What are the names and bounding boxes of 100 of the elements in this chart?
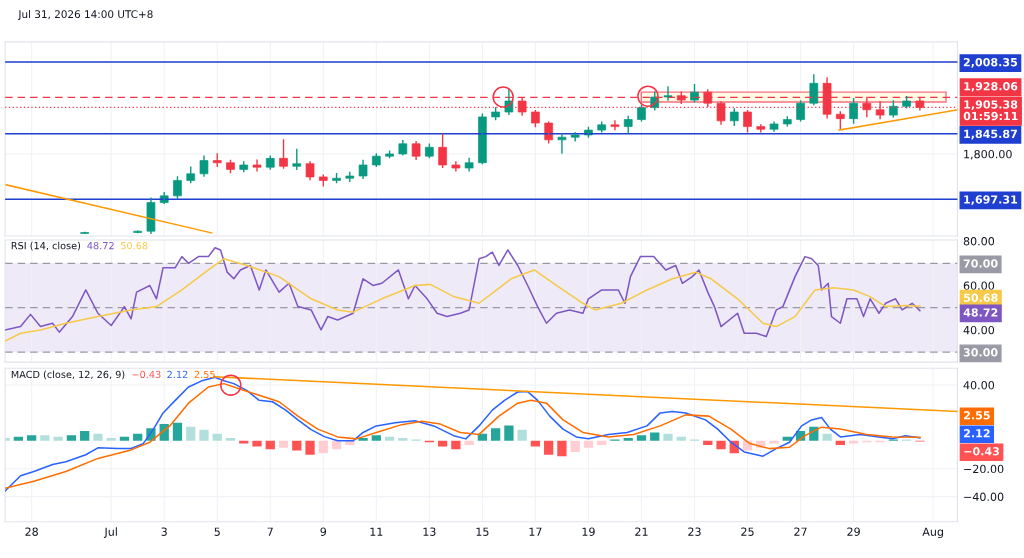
bar (119, 436, 130, 441)
bar (716, 440, 726, 450)
bar (358, 438, 368, 441)
bar (676, 436, 686, 441)
bar (703, 440, 713, 445)
bar (583, 440, 594, 448)
candlestick (279, 139, 288, 169)
bar (464, 440, 474, 445)
x-tick-label: 3 (161, 527, 167, 536)
y-tick-label: 70.00 (963, 259, 998, 268)
bar (252, 440, 262, 447)
x-tick-label: 13 (423, 527, 436, 536)
candlestick (305, 161, 315, 181)
bar (822, 433, 832, 441)
bar (106, 438, 116, 441)
x-tick-label: 21 (635, 527, 648, 536)
bar (557, 440, 567, 457)
candlestick (597, 121, 607, 133)
ref-line-label: 1,928.06 (964, 82, 1018, 92)
bar (477, 433, 488, 441)
bar (13, 436, 24, 441)
y-tick-label: 60.00 (963, 281, 995, 290)
x-tick-label: 19 (582, 527, 595, 536)
candlestick (756, 124, 766, 133)
y-tick-label: 1,800.00 (964, 149, 1012, 160)
candlestick (610, 120, 620, 131)
y-tick-label: 30.00 (963, 348, 998, 357)
y-tick-label: −40.00 (964, 492, 1004, 501)
text: 48.72 (963, 308, 998, 317)
x-tick-label: 11 (370, 527, 383, 536)
candlestick (358, 159, 368, 179)
x-tick-label: Aug (922, 527, 943, 539)
bar (80, 431, 90, 441)
candlestick (292, 148, 302, 171)
bar (636, 435, 647, 441)
bar (239, 440, 249, 444)
bar (278, 440, 289, 448)
ref-line-label: 1,905.38 01:59:11 (963, 100, 1018, 121)
bar (597, 440, 607, 445)
bar (199, 429, 209, 441)
x-tick-label: 9 (320, 527, 327, 536)
x-tick-label: 23 (688, 527, 701, 536)
candlestick (133, 230, 143, 233)
candlestick (464, 157, 474, 172)
line-series (5, 258, 921, 342)
candlestick (411, 140, 421, 160)
text: 2.12 (964, 429, 990, 438)
bar (53, 436, 63, 441)
candlestick (478, 113, 487, 165)
bar (225, 438, 236, 441)
bar (93, 433, 103, 441)
annotation: −0.43 (132, 370, 161, 379)
bar (623, 438, 633, 441)
bar (650, 432, 660, 441)
text: 2.55 (964, 411, 990, 420)
x-tick-label: 29 (847, 527, 860, 536)
bar (544, 440, 554, 455)
chart-title: MACD (close, 12, 26, 9) (11, 370, 125, 380)
bar (212, 433, 222, 441)
candlestick (173, 176, 182, 199)
y-tick-label: 2,008.35 (963, 57, 1018, 68)
bar (570, 440, 580, 452)
bar (172, 422, 183, 441)
candlestick (743, 110, 752, 133)
candlestick (849, 98, 858, 124)
bar (769, 440, 779, 444)
candlestick (199, 155, 209, 177)
candlestick (451, 161, 461, 172)
y-tick-label: −20.00 (964, 464, 1004, 474)
bar (517, 429, 527, 441)
x-tick-label: 7 (267, 527, 273, 536)
bar (133, 433, 143, 441)
text: 50.68 (964, 293, 998, 302)
candlestick (663, 86, 673, 101)
bar (40, 435, 50, 441)
candlestick (796, 100, 805, 122)
x-tick-label: 25 (741, 527, 754, 536)
bar (265, 440, 275, 450)
annotation: 2.12 (167, 370, 188, 378)
bar (504, 425, 514, 441)
candlestick (146, 197, 156, 235)
annotation: 50.68 (121, 241, 148, 250)
bar (305, 440, 315, 455)
y-tick-label: 40.00 (963, 380, 995, 390)
bar (66, 435, 77, 441)
x-tick-label: 17 (529, 527, 542, 536)
bar (663, 433, 673, 441)
text: Jul 31, 2026 14:00 UTC+8 (17, 10, 153, 21)
bar (835, 440, 845, 445)
x-tick-label: 28 (25, 527, 38, 536)
bar (451, 440, 461, 450)
candlestick (544, 121, 553, 144)
y-tick-label: 1,697.31 (964, 195, 1018, 206)
candlestick (570, 132, 580, 142)
bar (371, 435, 381, 441)
candlestick (345, 171, 355, 183)
bar (848, 440, 859, 444)
x-tick-label: 15 (476, 527, 489, 536)
candlestick (398, 140, 408, 156)
x-tick-label: Jul (103, 527, 117, 538)
